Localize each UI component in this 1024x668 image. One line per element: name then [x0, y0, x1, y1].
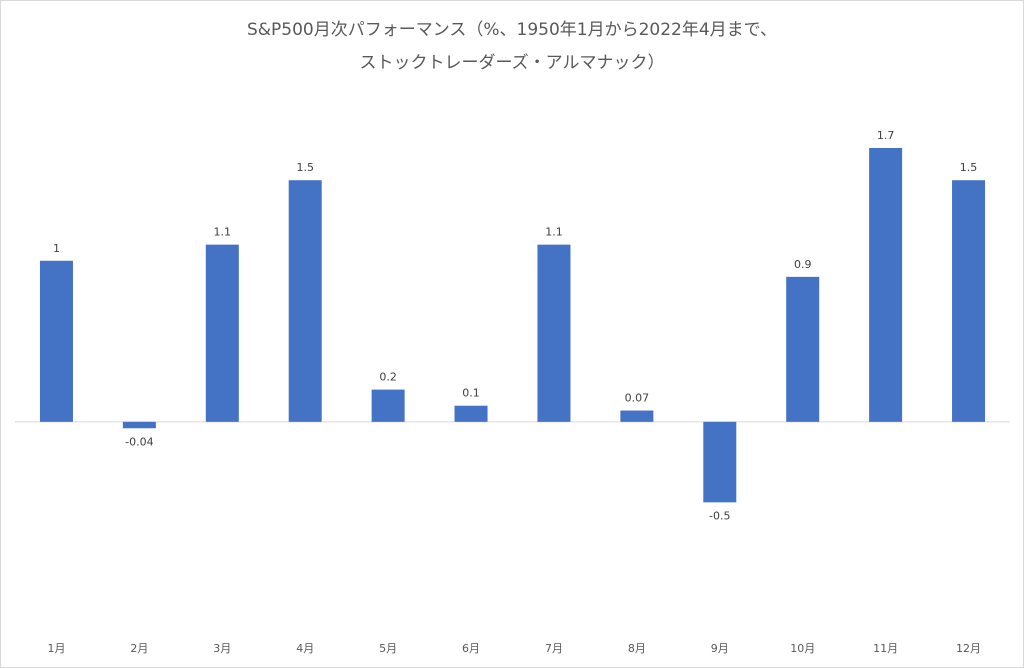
- data-label-11: 1.7: [877, 129, 895, 142]
- bar-11: [869, 148, 903, 422]
- data-label-4: 1.5: [296, 161, 314, 174]
- data-label-8: 0.07: [625, 392, 650, 405]
- x-tick-label-4: 4月: [296, 642, 314, 655]
- data-label-5: 0.2: [379, 371, 397, 384]
- x-tick-label-6: 6月: [462, 642, 480, 655]
- data-label-12: 1.5: [960, 161, 978, 174]
- data-label-3: 1.1: [214, 226, 232, 239]
- bar-2: [122, 421, 156, 429]
- data-label-9: -0.5: [709, 509, 730, 522]
- x-tick-label-11: 11月: [873, 642, 898, 655]
- bar-7: [537, 244, 571, 422]
- bar-9: [703, 421, 737, 503]
- chart-title-line-2: ストックトレーダーズ・アルマナック）: [359, 53, 665, 73]
- x-tick-label-1: 1月: [47, 642, 65, 655]
- data-label-1: 1: [53, 242, 60, 255]
- bar-8: [620, 410, 654, 422]
- chart-title-line-1: S&P500月次パフォーマンス（%、1950年1月から2022年4月まで、: [246, 20, 778, 40]
- bar-10: [786, 276, 820, 422]
- bar-5: [371, 389, 405, 422]
- bar-1: [39, 260, 73, 422]
- chart-title: S&P500月次パフォーマンス（%、1950年1月から2022年4月まで、 スト…: [0, 14, 1024, 80]
- data-label-7: 1.1: [545, 226, 563, 239]
- x-tick-label-10: 10月: [790, 642, 815, 655]
- x-tick-label-9: 9月: [711, 642, 729, 655]
- data-label-2: -0.04: [125, 435, 153, 448]
- x-tick-label-3: 3月: [213, 642, 231, 655]
- bar-4: [288, 180, 322, 422]
- x-tick-label-8: 8月: [628, 642, 646, 655]
- x-tick-label-5: 5月: [379, 642, 397, 655]
- data-label-6: 0.1: [462, 387, 480, 400]
- data-label-10: 0.9: [794, 258, 812, 271]
- bar-3: [205, 244, 239, 422]
- x-tick-label-7: 7月: [545, 642, 563, 655]
- x-tick-label-12: 12月: [956, 642, 981, 655]
- bar-6: [454, 405, 488, 422]
- x-tick-label-2: 2月: [130, 642, 148, 655]
- bar-12: [952, 180, 986, 422]
